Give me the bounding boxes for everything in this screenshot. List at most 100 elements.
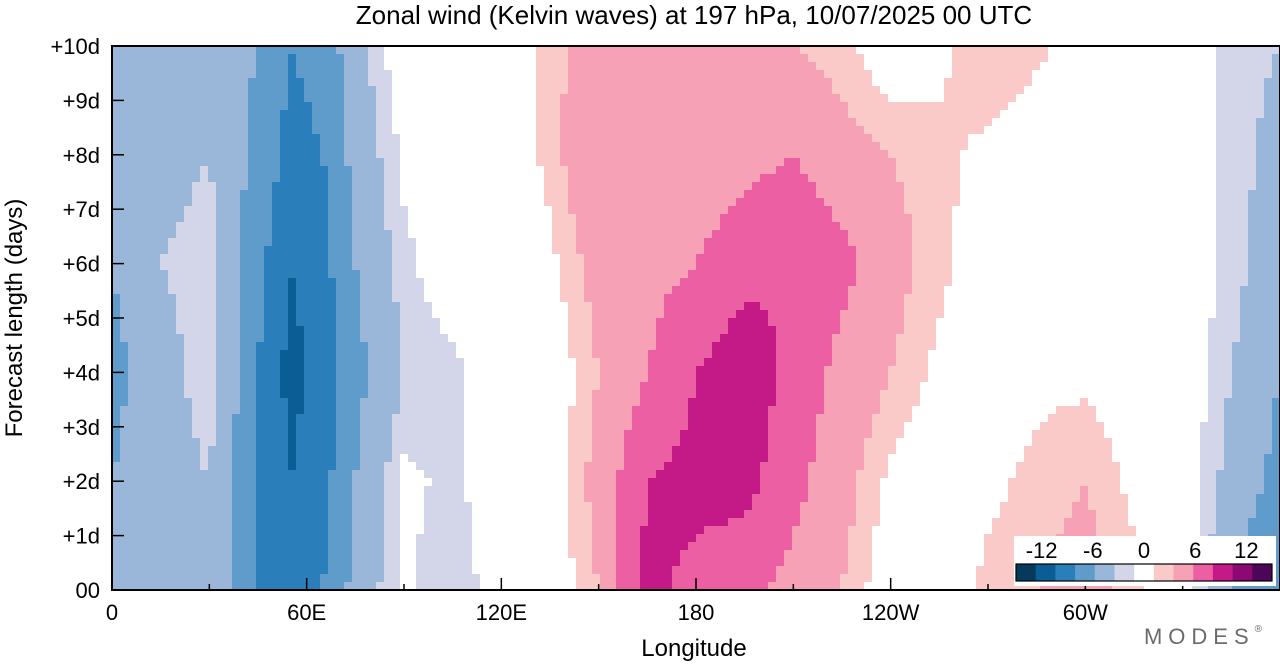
- heatmap-cell: [600, 166, 609, 175]
- heatmap-cell: [608, 70, 617, 79]
- heatmap-cell: [456, 254, 465, 263]
- heatmap-cell: [288, 310, 297, 319]
- heatmap-cell: [896, 246, 905, 255]
- heatmap-cell: [1200, 286, 1209, 295]
- heatmap-cell: [416, 222, 425, 231]
- heatmap-cell: [184, 302, 193, 311]
- plot-area: [111, 45, 1280, 591]
- heatmap-cell: [528, 94, 537, 103]
- heatmap-cell: [840, 246, 849, 255]
- heatmap-cell: [392, 142, 401, 151]
- heatmap-cell: [616, 118, 625, 127]
- heatmap-cell: [992, 166, 1001, 175]
- heatmap-cell: [1096, 222, 1105, 231]
- heatmap-cell: [808, 190, 817, 199]
- heatmap-cell: [840, 198, 849, 207]
- heatmap-cell: [304, 126, 313, 135]
- heatmap-cell: [312, 254, 321, 263]
- heatmap-cell: [232, 118, 241, 127]
- heatmap-cell: [944, 118, 953, 127]
- heatmap-cell: [1016, 46, 1025, 55]
- heatmap-cell: [512, 286, 521, 295]
- heatmap-cell: [392, 110, 401, 119]
- heatmap-cell: [184, 270, 193, 279]
- heatmap-cell: [256, 150, 265, 159]
- heatmap-cell: [440, 78, 449, 87]
- heatmap-cell: [1072, 310, 1081, 319]
- heatmap-cell: [544, 222, 553, 231]
- heatmap-cell: [976, 254, 985, 263]
- heatmap-cell: [792, 158, 801, 167]
- heatmap-cell: [624, 110, 633, 119]
- heatmap-cell: [200, 246, 209, 255]
- heatmap-cell: [472, 294, 481, 303]
- heatmap-cell: [1200, 142, 1209, 151]
- heatmap-cell: [1240, 278, 1249, 287]
- heatmap-cell: [1072, 158, 1081, 167]
- heatmap-cell: [232, 150, 241, 159]
- heatmap-cell: [488, 222, 497, 231]
- heatmap-cell: [776, 142, 785, 151]
- heatmap-cell: [1016, 134, 1025, 143]
- heatmap-cell: [456, 94, 465, 103]
- heatmap-cell: [392, 70, 401, 79]
- heatmap-cell: [128, 166, 137, 175]
- heatmap-cell: [600, 110, 609, 119]
- heatmap-cell: [424, 62, 433, 71]
- heatmap-cell: [712, 206, 721, 215]
- heatmap-cell: [208, 238, 217, 247]
- heatmap-cell: [272, 174, 281, 183]
- heatmap-cell: [1224, 158, 1233, 167]
- heatmap-cell: [440, 310, 449, 319]
- heatmap-cell: [752, 46, 761, 55]
- heatmap-cell: [160, 310, 169, 319]
- heatmap-cell: [600, 46, 609, 55]
- heatmap-cell: [328, 246, 337, 255]
- heatmap-cell: [776, 198, 785, 207]
- heatmap-cell: [336, 310, 345, 319]
- heatmap-cell: [112, 310, 121, 319]
- heatmap-cell: [464, 286, 473, 295]
- heatmap-cell: [232, 142, 241, 151]
- heatmap-cell: [512, 230, 521, 239]
- heatmap-cell: [1064, 118, 1073, 127]
- heatmap-cell: [560, 142, 569, 151]
- heatmap-cell: [568, 286, 577, 295]
- heatmap-cell: [1264, 302, 1273, 311]
- heatmap-cell: [120, 246, 129, 255]
- heatmap-cell: [368, 238, 377, 247]
- heatmap-cell: [736, 78, 745, 87]
- heatmap-cell: [648, 94, 657, 103]
- heatmap-cell: [752, 158, 761, 167]
- heatmap-cell: [200, 62, 209, 71]
- heatmap-cell: [392, 182, 401, 191]
- heatmap-cell: [384, 246, 393, 255]
- heatmap-cell: [312, 278, 321, 287]
- heatmap-cell: [1040, 246, 1049, 255]
- heatmap-cell: [1024, 262, 1033, 271]
- heatmap-cell: [1200, 134, 1209, 143]
- heatmap-cell: [448, 150, 457, 159]
- heatmap-cell: [1240, 238, 1249, 247]
- heatmap-cell: [192, 254, 201, 263]
- heatmap-cell: [424, 198, 433, 207]
- heatmap-cell: [144, 182, 153, 191]
- heatmap-cell: [1184, 246, 1193, 255]
- heatmap-cell: [1008, 190, 1017, 199]
- heatmap-cell: [560, 214, 569, 223]
- heatmap-cell: [832, 278, 841, 287]
- heatmap-cell: [344, 94, 353, 103]
- heatmap-cell: [704, 150, 713, 159]
- heatmap-cell: [1264, 150, 1273, 159]
- heatmap-cell: [584, 230, 593, 239]
- heatmap-cell: [760, 150, 769, 159]
- heatmap-cell: [328, 86, 337, 95]
- heatmap-cell: [752, 302, 761, 311]
- heatmap-cell: [944, 126, 953, 135]
- heatmap-cell: [608, 278, 617, 287]
- heatmap-cell: [208, 94, 217, 103]
- heatmap-cell: [568, 118, 577, 127]
- heatmap-cell: [736, 286, 745, 295]
- heatmap-cell: [696, 302, 705, 311]
- heatmap-cell: [920, 246, 929, 255]
